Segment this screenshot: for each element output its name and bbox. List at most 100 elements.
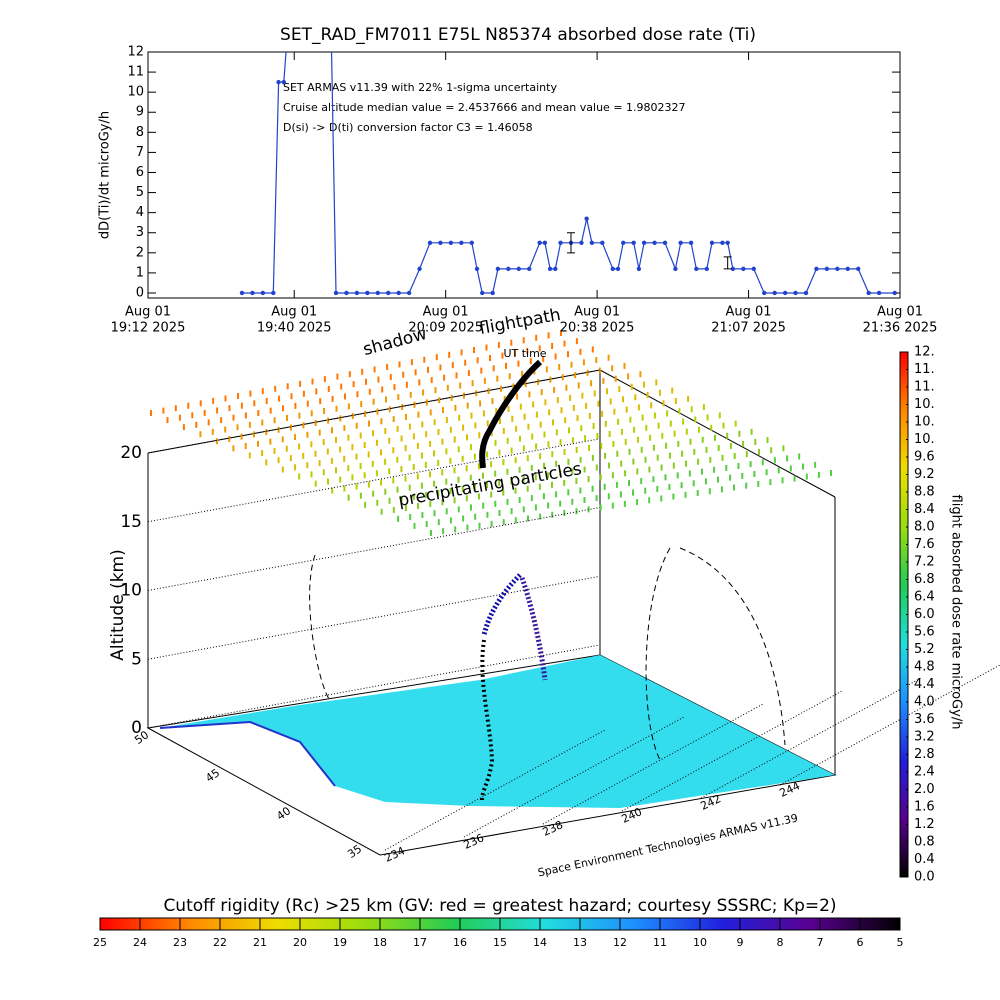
- point: [297, 10, 301, 14]
- particle: [482, 410, 485, 417]
- point: [835, 266, 840, 272]
- particle: [669, 420, 672, 427]
- particle: [793, 475, 796, 482]
- particle: [690, 406, 693, 413]
- particle: [384, 458, 387, 465]
- particle: [618, 386, 621, 392]
- point: [652, 240, 657, 245]
- particle: [310, 410, 313, 417]
- x-tick-label: Aug 01: [726, 305, 772, 320]
- particle: [553, 386, 556, 393]
- particle: [706, 414, 709, 421]
- point: [621, 240, 626, 245]
- colorbar-tick-label: 0.8: [914, 835, 935, 850]
- colorbar-tick-label: 15: [493, 936, 507, 949]
- y-axis-label: dD(Ti)/dt microGy/h: [98, 111, 113, 239]
- particle: [652, 476, 655, 483]
- particle: [347, 403, 350, 410]
- particle: [701, 436, 704, 443]
- point: [694, 266, 699, 272]
- particle: [485, 344, 488, 351]
- particle: [286, 415, 288, 421]
- particle: [817, 471, 820, 478]
- point: [579, 240, 584, 245]
- particle: [741, 472, 744, 479]
- particle: [211, 428, 214, 435]
- particle: [558, 364, 561, 370]
- point: [527, 266, 532, 272]
- particle: [240, 433, 243, 440]
- particle: [519, 435, 521, 442]
- particle: [535, 334, 538, 341]
- z-tick-label: 0: [131, 718, 142, 738]
- particle: [514, 517, 517, 524]
- particle: [433, 419, 436, 426]
- particle: [414, 369, 417, 376]
- particle: [597, 400, 600, 407]
- particle: [571, 468, 574, 475]
- particle: [624, 438, 627, 445]
- colorbar-tick-label: 8.8: [914, 485, 935, 500]
- error-bar: [723, 256, 732, 270]
- particle: [457, 446, 460, 453]
- y-tick-label: 8: [136, 125, 144, 140]
- point: [375, 290, 380, 296]
- colorbar-tick-label: 12.: [914, 345, 935, 360]
- map: [160, 655, 835, 808]
- particle: [500, 385, 502, 392]
- z-tick-label: 15: [120, 512, 142, 532]
- particle: [302, 422, 305, 429]
- particle: [692, 480, 695, 487]
- point: [845, 266, 850, 272]
- particle: [473, 484, 476, 491]
- particle: [603, 483, 606, 490]
- particle: [547, 472, 549, 479]
- chart-title: SET_RAD_FM7011 E75L N85374 absorbed dose…: [280, 25, 756, 45]
- point: [662, 240, 668, 245]
- particle: [656, 454, 659, 461]
- particle: [191, 412, 194, 419]
- series: [239, 10, 897, 296]
- particle: [561, 374, 564, 381]
- particle: [516, 393, 519, 400]
- particle: [608, 431, 611, 437]
- particle: [400, 435, 403, 442]
- particle: [511, 415, 514, 422]
- particle: [781, 477, 784, 484]
- particle: [567, 351, 569, 358]
- particle: [306, 462, 309, 469]
- particle: [388, 497, 391, 504]
- particle: [224, 426, 227, 433]
- box-edge: [147, 369, 601, 454]
- colorbar-tick-label: 23: [173, 936, 187, 949]
- y-tick-label: 5: [136, 185, 144, 200]
- particle: [457, 506, 460, 513]
- particle: [310, 441, 313, 448]
- point: [459, 240, 464, 245]
- particle: [612, 440, 615, 447]
- box-edge: [599, 369, 836, 498]
- particle: [745, 451, 748, 458]
- particle: [224, 395, 227, 402]
- particle: [339, 446, 342, 453]
- point: [417, 266, 422, 272]
- particle: [757, 480, 760, 487]
- particle: [592, 423, 595, 429]
- particle: [474, 513, 477, 520]
- particle: [433, 480, 436, 487]
- particle: [645, 424, 648, 431]
- flightpath-mid: [481, 573, 522, 636]
- particle: [469, 474, 472, 481]
- particle: [600, 442, 603, 449]
- particle: [253, 400, 256, 407]
- particle: [359, 432, 362, 439]
- point: [584, 216, 589, 221]
- particle: [413, 401, 416, 408]
- particle: [384, 488, 387, 495]
- particle: [552, 419, 554, 426]
- particle: [195, 421, 198, 428]
- point: [495, 266, 501, 272]
- particle: [640, 478, 643, 485]
- particle: [498, 449, 501, 456]
- z-tick-label: 20: [120, 443, 142, 463]
